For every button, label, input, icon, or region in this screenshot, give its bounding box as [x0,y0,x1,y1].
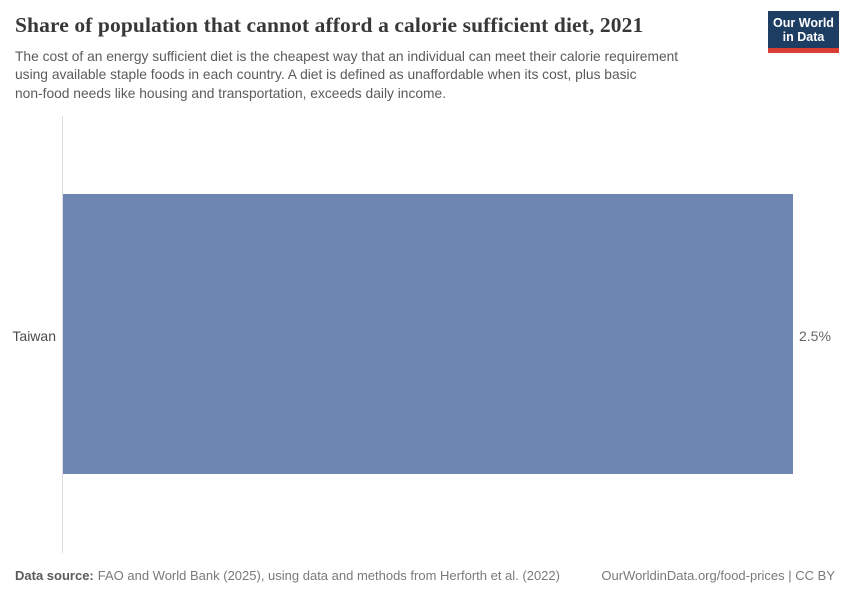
logo-text-line1: Our World [773,15,834,30]
bar-taiwan[interactable] [63,194,793,474]
value-label-taiwan: 2.5% [799,328,831,344]
license-link[interactable]: OurWorldinData.org/food-prices | CC BY [601,568,835,583]
logo-text-line2: in Data [782,29,825,44]
entity-label-taiwan[interactable]: Taiwan [12,328,56,344]
subtitle-line: non-food needs like housing and transpor… [15,85,447,101]
chart-subtitle: The cost of an energy sufficient diet is… [15,48,755,104]
data-source-label: Data source: [15,568,94,583]
subtitle-line: The cost of an energy sufficient diet is… [15,48,679,64]
chart-footer: Data source: FAO and World Bank (2025), u… [15,568,835,583]
data-source-value: FAO and World Bank (2025), using data an… [97,568,560,583]
owid-logo[interactable]: Our World in Data [768,11,839,53]
subtitle-line: using available staple foods in each cou… [15,67,637,83]
entity-axis-line [62,116,63,553]
data-source-text: Data source: FAO and World Bank (2025), u… [15,568,560,583]
chart-title: Share of population that cannot afford a… [15,13,644,37]
chart-header: Share of population that cannot afford a… [15,13,755,104]
